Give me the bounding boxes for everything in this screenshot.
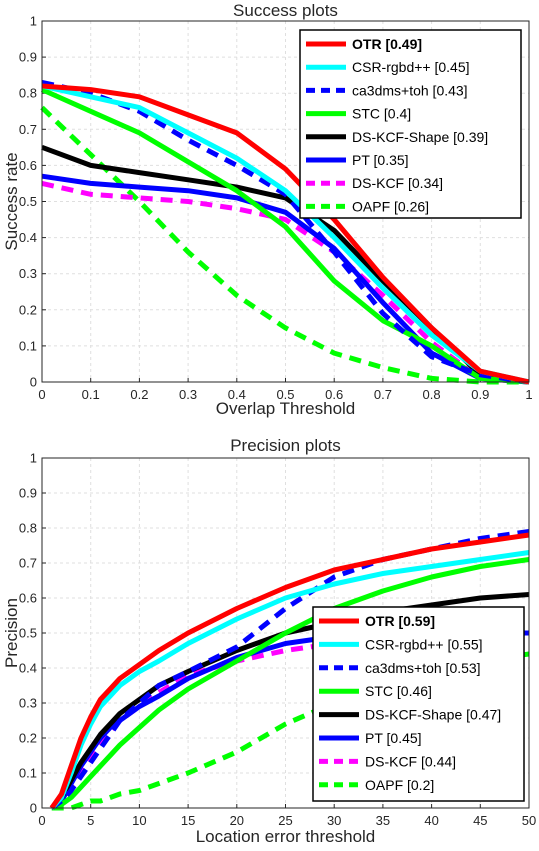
y-tick-label: 1 [30, 451, 37, 466]
x-tick-label: 20 [230, 813, 244, 828]
x-tick-label: 0 [38, 387, 45, 402]
legend-entry: DS-KCF-Shape [0.47] [365, 707, 501, 723]
x-tick-label: 5 [87, 813, 94, 828]
axes-frame [41, 20, 530, 383]
series-line [49, 532, 530, 810]
y-tick-label: 0.2 [19, 302, 37, 317]
legend-entry: PT [0.45] [365, 730, 422, 746]
chart-title: Success plots [233, 1, 338, 20]
y-tick-label: 0.9 [19, 486, 37, 501]
y-tick-label: 0.4 [19, 661, 37, 676]
legend-entry: PT [0.35] [352, 152, 409, 168]
x-tick-label: 0.7 [374, 387, 392, 402]
x-tick-label: 45 [473, 813, 487, 828]
chart-title: Precision plots [230, 436, 341, 455]
legend-box [299, 29, 522, 219]
axes-frame [41, 457, 530, 809]
legend-entry: CSR-rgbd++ [0.45] [352, 59, 470, 75]
legend-entry: ca3dms+toh [0.43] [352, 82, 468, 98]
series-line [41, 83, 530, 385]
y-tick-label: 1 [30, 14, 37, 29]
x-tick-label: 10 [132, 813, 146, 828]
y-tick-label: 0.8 [19, 86, 37, 101]
y-tick-label: 0.7 [19, 556, 37, 571]
x-tick-label: 25 [278, 813, 292, 828]
series-line [50, 557, 530, 811]
legend-entry: DS-KCF [0.34] [352, 175, 443, 191]
x-tick-label: 15 [181, 813, 195, 828]
x-tick-label: 40 [424, 813, 438, 828]
y-tick-label: 0.6 [19, 158, 37, 173]
y-tick-label: 0.9 [19, 50, 37, 65]
y-tick-label: 0.8 [19, 521, 37, 536]
x-tick-label: 0.6 [325, 387, 343, 402]
legend-entry: STC [0.46] [365, 683, 432, 699]
legend-entry: OAPF [0.26] [352, 198, 429, 214]
legend-entry: STC [0.4] [352, 106, 411, 122]
x-tick-label: 1 [525, 387, 532, 402]
legend-entry: OAPF [0.2] [365, 777, 434, 793]
x-tick-label: 0.5 [276, 387, 294, 402]
y-tick-label: 0.3 [19, 266, 37, 281]
x-tick-label: 35 [376, 813, 390, 828]
legend-entry: DS-KCF-Shape [0.39] [352, 129, 488, 145]
y-tick-label: 0.1 [19, 766, 37, 781]
x-tick-label: 30 [327, 813, 341, 828]
x-tick-label: 0.3 [179, 387, 197, 402]
x-tick-label: 0 [38, 813, 45, 828]
chart-0: 0 0.1 0.2 0.3 0.4 0.5 0.6 0.7 0.8 0.9 1 0 0.1 0.2 0.3 0… [2, 1, 533, 418]
x-tick-label: 0.4 [228, 387, 246, 402]
x-tick-label: 0.8 [423, 387, 441, 402]
legend-entry: OTR [0.49] [352, 36, 422, 52]
legend-box [312, 606, 525, 802]
y-axis-label: Precision [2, 598, 21, 668]
y-axis-label: Success rate [2, 152, 21, 250]
x-tick-label: 50 [522, 813, 536, 828]
legend-entry: DS-KCF [0.44] [365, 753, 456, 769]
y-tick-label: 0.5 [19, 626, 37, 641]
y-tick-label: 0.4 [19, 230, 37, 245]
y-tick-label: 0.3 [19, 696, 37, 711]
x-axis-label: Overlap Threshold [216, 399, 356, 418]
y-tick-label: 0.6 [19, 591, 37, 606]
x-axis-label: Location error threshold [196, 827, 376, 846]
x-tick-label: 0.9 [471, 387, 489, 402]
chart-1: 0 5 10 15 20 25 30 35 40 45 50 0 0.1 0.2 0.3 0.4 0.5 0.6 0… [2, 436, 536, 846]
series-line [41, 83, 530, 385]
series-line [40, 105, 529, 385]
y-tick-label: 0.2 [19, 731, 37, 746]
y-tick-label: 0.7 [19, 122, 37, 137]
y-tick-label: 0.1 [19, 338, 37, 353]
x-tick-label: 0.2 [130, 387, 148, 402]
series-line [40, 87, 530, 385]
legend: OTR [0.49] CSR-rgbd++ [0.45] ca3dms+toh [0… [299, 29, 522, 219]
series-line [41, 180, 530, 385]
legend-entry: CSR-rgbd++ [0.55] [365, 636, 483, 652]
y-tick-label: 0 [30, 801, 37, 816]
legend: OTR [0.59] CSR-rgbd++ [0.55] ca3dms+toh [0… [312, 606, 525, 802]
y-tick-label: 0.5 [19, 194, 37, 209]
y-tick-label: 0 [30, 375, 37, 390]
x-tick-label: 0.1 [82, 387, 100, 402]
legend-entry: OTR [0.59] [365, 613, 435, 629]
legend-entry: ca3dms+toh [0.53] [365, 660, 481, 676]
